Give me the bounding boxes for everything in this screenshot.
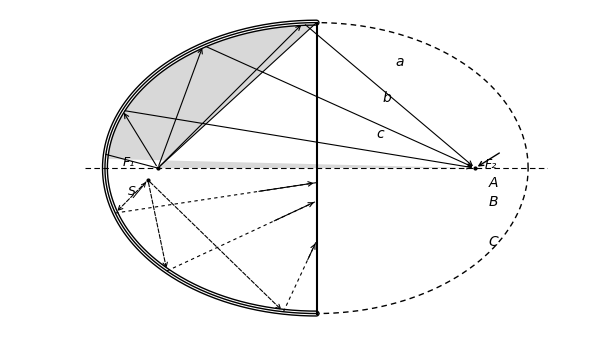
Text: S: S <box>128 185 136 198</box>
Text: B: B <box>488 195 498 209</box>
Text: F₂: F₂ <box>485 158 497 171</box>
Text: A: A <box>488 176 498 190</box>
Polygon shape <box>106 23 475 168</box>
Text: c: c <box>376 127 383 141</box>
Text: C: C <box>488 235 498 249</box>
Text: F₁: F₁ <box>122 156 134 169</box>
Text: b: b <box>383 91 391 105</box>
Text: a: a <box>396 54 404 69</box>
